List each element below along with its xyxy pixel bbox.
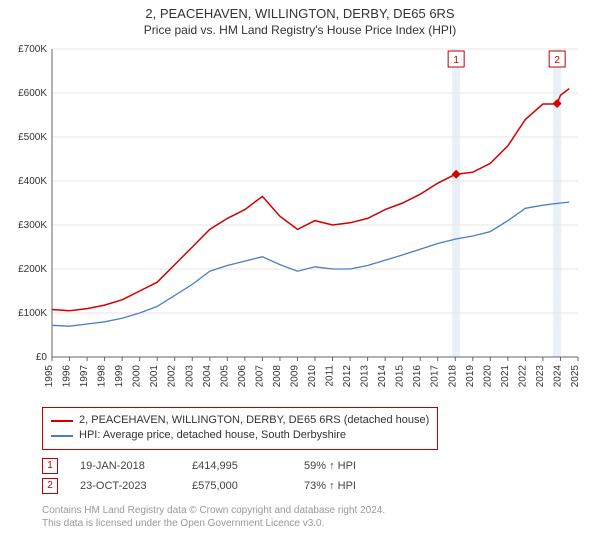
svg-text:2007: 2007 <box>254 365 265 388</box>
legend-swatch <box>51 435 73 437</box>
footer-attribution: Contains HM Land Registry data © Crown c… <box>42 504 580 530</box>
svg-text:£100K: £100K <box>18 308 47 319</box>
svg-text:£300K: £300K <box>18 220 47 231</box>
svg-text:2023: 2023 <box>535 365 546 388</box>
svg-text:1995: 1995 <box>44 365 55 388</box>
svg-text:2020: 2020 <box>482 365 493 388</box>
chart-plot: £0 £100K £200K £300K £400K £500K £600K £700K 199… <box>10 41 590 401</box>
legend-label: 2, PEACEHAVEN, WILLINGTON, DERBY, DE65 6… <box>79 413 429 428</box>
svg-text:1998: 1998 <box>97 365 108 388</box>
svg-text:2008: 2008 <box>272 365 283 388</box>
svg-text:2017: 2017 <box>430 365 441 388</box>
sale-vs-hpi: 73% ↑ HPI <box>304 480 394 492</box>
sale-row: 1 19-JAN-2018 £414,995 59% ↑ HPI <box>42 456 580 476</box>
svg-text:2003: 2003 <box>184 365 195 388</box>
svg-text:£200K: £200K <box>18 264 47 275</box>
svg-text:2019: 2019 <box>465 365 476 388</box>
svg-text:1997: 1997 <box>79 365 90 388</box>
chart-container: 2, PEACEHAVEN, WILLINGTON, DERBY, DE65 6… <box>0 0 600 560</box>
svg-text:£400K: £400K <box>18 176 47 187</box>
sales-table: 1 19-JAN-2018 £414,995 59% ↑ HPI 2 23-OCT-202… <box>42 456 580 496</box>
legend-label: HPI: Average price, detached house, Sout… <box>79 428 346 443</box>
svg-text:1999: 1999 <box>114 365 125 388</box>
svg-text:2022: 2022 <box>517 365 528 388</box>
legend-item: HPI: Average price, detached house, Sout… <box>51 428 429 443</box>
svg-text:2005: 2005 <box>219 365 230 388</box>
svg-text:2014: 2014 <box>377 365 388 388</box>
sale-price: £575,000 <box>192 480 282 492</box>
legend-item: 2, PEACEHAVEN, WILLINGTON, DERBY, DE65 6… <box>51 413 429 428</box>
svg-text:2001: 2001 <box>149 365 160 388</box>
svg-text:2009: 2009 <box>289 365 300 388</box>
svg-text:2016: 2016 <box>412 365 423 388</box>
svg-text:2025: 2025 <box>570 365 581 388</box>
chart-subtitle: Price paid vs. HM Land Registry's House … <box>0 21 600 41</box>
svg-text:2024: 2024 <box>552 365 563 388</box>
svg-text:£700K: £700K <box>18 44 47 55</box>
svg-text:2015: 2015 <box>395 365 406 388</box>
svg-text:2012: 2012 <box>342 365 353 388</box>
sale-vs-hpi: 59% ↑ HPI <box>304 460 394 472</box>
sale-marker-box: 2 <box>42 478 58 494</box>
sale-row: 2 23-OCT-2023 £575,000 73% ↑ HPI <box>42 476 580 496</box>
svg-text:2013: 2013 <box>360 365 371 388</box>
sale-price: £414,995 <box>192 460 282 472</box>
svg-text:1996: 1996 <box>62 365 73 388</box>
footer-line-2: This data is licensed under the Open Gov… <box>42 517 580 530</box>
svg-text:2021: 2021 <box>500 365 511 388</box>
svg-text:2006: 2006 <box>237 365 248 388</box>
chart-svg: £0 £100K £200K £300K £400K £500K £600K £700K 199… <box>10 41 590 401</box>
svg-text:2002: 2002 <box>167 365 178 388</box>
svg-text:1: 1 <box>453 55 459 66</box>
legend: 2, PEACEHAVEN, WILLINGTON, DERBY, DE65 6… <box>42 407 438 450</box>
svg-text:£0: £0 <box>36 352 48 363</box>
svg-text:2010: 2010 <box>307 365 318 388</box>
sale-date: 19-JAN-2018 <box>80 460 170 472</box>
svg-text:2: 2 <box>554 55 560 66</box>
sale-marker-box: 1 <box>42 458 58 474</box>
footer-line-1: Contains HM Land Registry data © Crown c… <box>42 504 580 517</box>
svg-text:2018: 2018 <box>447 365 458 388</box>
svg-text:£500K: £500K <box>18 132 47 143</box>
svg-text:£600K: £600K <box>18 88 47 99</box>
svg-text:2004: 2004 <box>202 365 213 388</box>
legend-swatch <box>51 420 73 422</box>
chart-title: 2, PEACEHAVEN, WILLINGTON, DERBY, DE65 6… <box>0 0 600 21</box>
svg-text:2011: 2011 <box>325 365 336 387</box>
sale-date: 23-OCT-2023 <box>80 480 170 492</box>
svg-text:2000: 2000 <box>132 365 143 388</box>
